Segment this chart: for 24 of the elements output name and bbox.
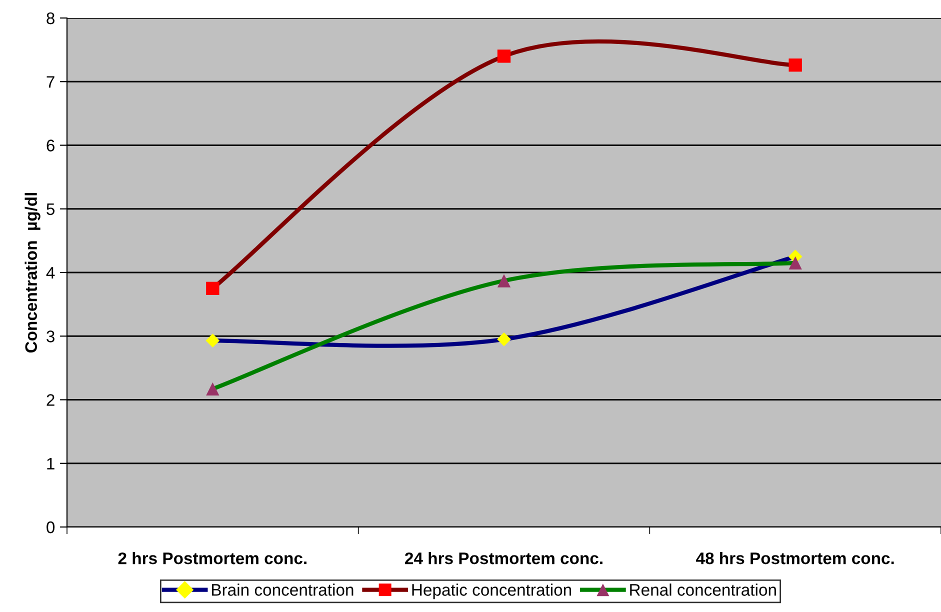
- point: [497, 274, 511, 288]
- x-tick-label: 24 hrs Postmortem conc.: [405, 552, 602, 564]
- point: [497, 50, 511, 63]
- x-tick-label: 2 hrs Postmortem conc.: [118, 552, 306, 564]
- point: [206, 282, 220, 295]
- y-tick-label: 7: [46, 76, 54, 88]
- point: [788, 58, 802, 72]
- y-tick-label: 2: [46, 394, 54, 406]
- point: [206, 334, 220, 348]
- point: [788, 256, 802, 270]
- legend-label: Renal concentration: [630, 584, 776, 596]
- y-tick-label: 3: [46, 330, 54, 342]
- y-axis-title: Concentration µg/dl: [24, 192, 40, 353]
- y-tick-label: 6: [46, 140, 54, 152]
- point: [497, 332, 511, 346]
- y-tick-label: 4: [46, 267, 55, 279]
- y-tick-label: 0: [46, 521, 55, 534]
- y-tick-label: 1: [47, 458, 54, 470]
- point: [206, 382, 220, 396]
- y-tick-label: 8: [46, 12, 54, 24]
- legend-label: Brain concentration: [212, 584, 354, 596]
- legend-label: Hepatic concentration: [412, 584, 572, 600]
- y-tick-label: 5: [46, 203, 54, 216]
- x-tick-label: 48 hrs Postmortem conc.: [696, 552, 894, 564]
